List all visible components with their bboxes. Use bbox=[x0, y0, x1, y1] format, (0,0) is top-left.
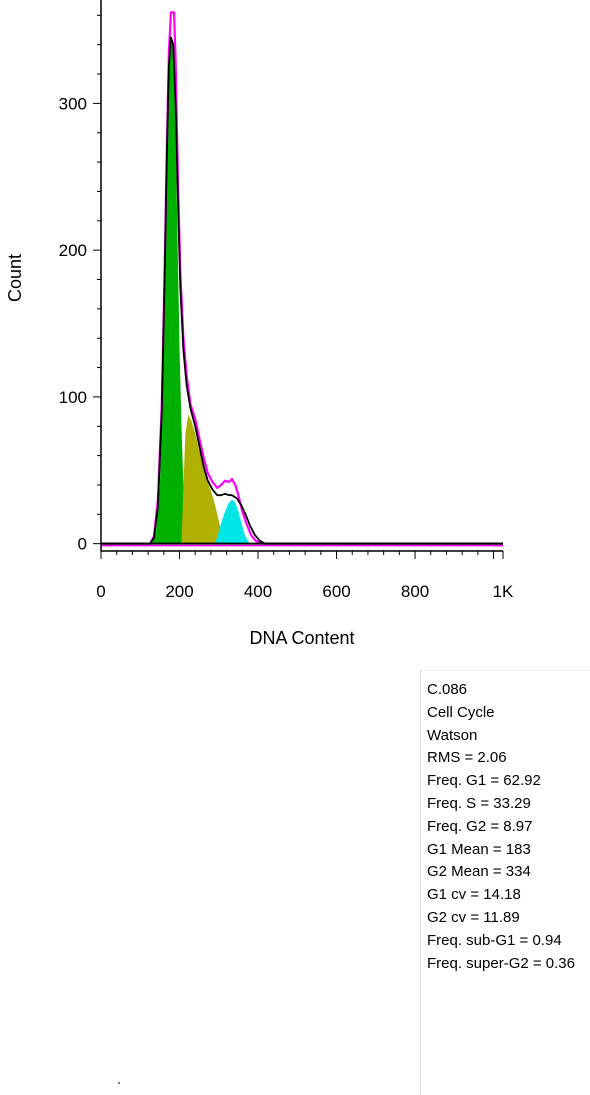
component-fill-S bbox=[181, 414, 226, 544]
x-axis-label: DNA Content bbox=[249, 628, 354, 648]
stats-freq-s: Freq. S = 33.29 bbox=[427, 794, 531, 812]
stats-freq-g2: Freq. G2 = 8.97 bbox=[427, 817, 533, 835]
component-fill-G2 bbox=[214, 499, 251, 544]
x-axis: 0 200 400 600 800 1K bbox=[96, 550, 514, 601]
y-axis-label: Count bbox=[5, 254, 25, 302]
stats-freq-sub-g1: Freq. sub-G1 = 0.94 bbox=[427, 931, 562, 949]
x-tick-label: 800 bbox=[401, 582, 429, 601]
stray-dot bbox=[118, 1082, 120, 1084]
y-tick-label: 0 bbox=[78, 535, 87, 554]
stats-g1-mean: G1 Mean = 183 bbox=[427, 840, 531, 858]
x-tick-label: 200 bbox=[165, 582, 193, 601]
plot-area bbox=[101, 11, 503, 547]
stats-model: Cell Cycle bbox=[427, 703, 495, 721]
stats-freq-g1: Freq. G1 = 62.92 bbox=[427, 772, 541, 790]
stats-panel: C.086 Cell Cycle Watson RMS = 2.06 Freq.… bbox=[420, 670, 590, 1095]
y-tick-label: 200 bbox=[59, 241, 87, 260]
histogram-line-1 bbox=[101, 36, 503, 545]
stats-g2-cv: G2 cv = 11.89 bbox=[427, 908, 520, 926]
stats-sample-id: C.086 bbox=[427, 681, 468, 698]
y-axis: 0 100 200 300 bbox=[59, 0, 102, 554]
y-tick-label: 300 bbox=[59, 94, 87, 113]
x-tick-label: 400 bbox=[244, 582, 272, 601]
component-fill-G1 bbox=[152, 37, 192, 544]
stats-rms: RMS = 2.06 bbox=[427, 749, 507, 767]
stats-g1-cv: G1 cv = 14.18 bbox=[427, 886, 521, 904]
x-tick-label: 600 bbox=[322, 582, 350, 601]
x-tick-label: 0 bbox=[96, 582, 105, 601]
x-tick-label: 1K bbox=[493, 582, 514, 601]
stats-freq-super-g2: Freq. super-G2 = 0.36 bbox=[427, 954, 575, 972]
y-tick-label: 100 bbox=[59, 388, 87, 407]
stats-g2-mean: G2 Mean = 334 bbox=[427, 863, 531, 881]
stats-method: Watson bbox=[427, 726, 478, 744]
dna-histogram-chart: 0 100 200 300 0 200 400 600 800 1K Count DNA Con… bbox=[5, 0, 514, 648]
